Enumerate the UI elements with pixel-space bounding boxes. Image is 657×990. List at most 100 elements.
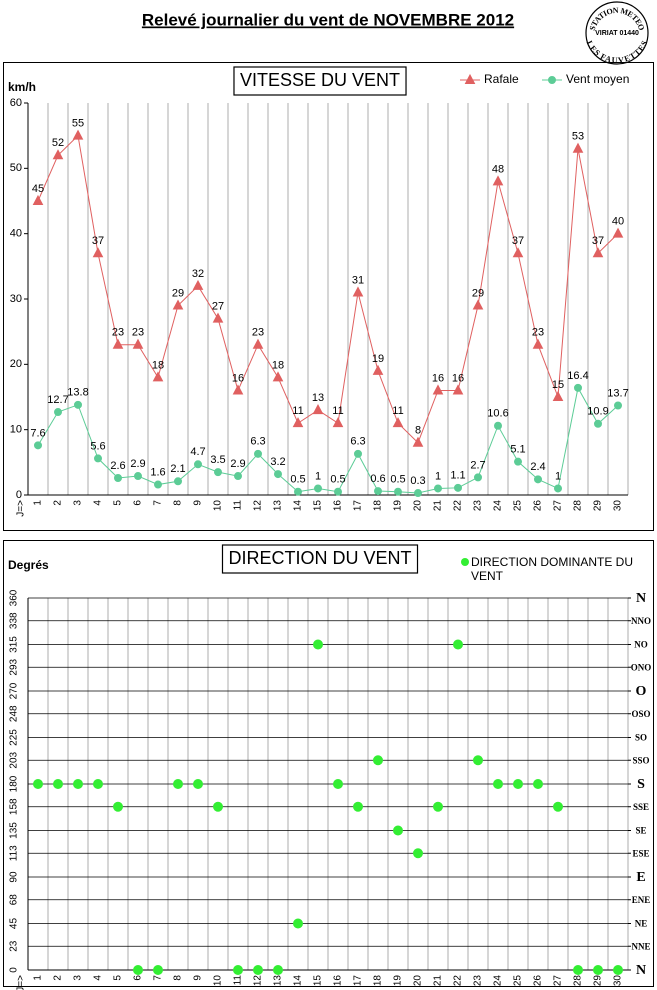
data-point: [73, 779, 83, 789]
y-tick-label: 293: [9, 658, 20, 675]
x-tick-label: 20: [413, 975, 424, 987]
x-axis-label: J=>: [16, 500, 27, 517]
x-tick-label: 24: [493, 975, 504, 987]
x-tick-label: 12: [253, 500, 264, 512]
data-point: [232, 384, 244, 395]
data-point: [574, 383, 582, 392]
data-point: [313, 639, 323, 650]
value-label: 2.1: [170, 463, 185, 475]
data-point: [572, 142, 584, 153]
value-label: 7.6: [30, 427, 45, 439]
y2-tick-label: ONO: [631, 662, 652, 672]
data-point: [553, 801, 563, 812]
value-label: 1.6: [150, 466, 165, 478]
stamp-border: [585, 1, 649, 65]
x-tick-label: 11: [233, 500, 244, 511]
y-tick-label: 113: [9, 845, 20, 861]
x-tick-label: 1: [33, 500, 44, 506]
data-point: [133, 965, 143, 975]
value-label: 40: [612, 216, 624, 228]
value-label: 10.6: [487, 408, 508, 420]
data-point: [154, 480, 162, 489]
x-tick-label: 6: [133, 500, 144, 506]
value-label: 23: [252, 327, 264, 339]
x-tick-label: 26: [533, 975, 544, 987]
value-label: 16: [452, 372, 464, 384]
y2-tick-label: ESE: [632, 848, 649, 858]
y-tick-label: 270: [9, 682, 20, 699]
y-tick-label: 20: [10, 358, 22, 370]
x-tick-label: 30: [613, 500, 624, 512]
value-label: 11: [392, 405, 403, 417]
x-tick-label: 18: [373, 975, 384, 987]
data-point: [474, 473, 482, 482]
y-tick-label: 23: [9, 940, 20, 952]
y-tick-label: 0: [16, 489, 22, 501]
y-tick-label: 45: [9, 918, 20, 930]
value-label: 2.7: [470, 459, 485, 471]
x-tick-label: 24: [493, 500, 504, 512]
data-point: [464, 73, 476, 84]
value-label: 11: [332, 405, 343, 417]
chart-title: VITESSE DU VENT: [240, 70, 400, 90]
data-point: [433, 801, 443, 812]
x-tick-label: 23: [473, 975, 484, 987]
data-point: [252, 338, 264, 349]
data-point: [532, 338, 544, 349]
data-point: [272, 371, 284, 382]
data-point: [254, 449, 262, 458]
value-label: 13.7: [607, 387, 628, 399]
y2-tick-label: NNE: [631, 941, 650, 951]
data-point: [112, 338, 124, 349]
data-point: [514, 457, 522, 466]
data-point: [492, 175, 504, 186]
x-tick-label: 5: [113, 975, 124, 981]
legend-label: DIRECTION DOMINANTE DU VENT: [471, 555, 633, 583]
data-point: [54, 408, 62, 417]
data-point: [413, 848, 423, 859]
value-label: 16: [432, 372, 444, 384]
stamp-bottom-text: LES FAUVETTES: [585, 39, 649, 65]
data-point: [214, 468, 222, 477]
value-label: 1: [315, 470, 321, 482]
data-point: [253, 965, 263, 975]
value-label: 29: [472, 287, 484, 299]
y2-tick-label: SO: [635, 733, 647, 743]
x-tick-label: 23: [473, 500, 484, 512]
data-point: [92, 247, 104, 258]
data-point: [392, 417, 404, 428]
page-title: Relevé journalier du vent de NOVEMBRE 20…: [142, 10, 514, 29]
data-point: [53, 779, 63, 789]
value-label: 48: [492, 163, 504, 175]
data-point: [334, 487, 342, 496]
legend-label: Vent moyen: [566, 72, 629, 86]
x-tick-label: 15: [313, 975, 324, 987]
y2-tick-label: NNO: [631, 616, 651, 626]
value-label: 2.6: [110, 460, 125, 472]
x-tick-label: 16: [333, 500, 344, 512]
y-tick-label: 338: [9, 612, 20, 629]
value-label: 16: [232, 372, 244, 384]
data-point: [332, 417, 344, 428]
x-tick-label: 21: [433, 975, 444, 987]
value-label: 52: [52, 137, 64, 149]
value-label: 11: [292, 405, 303, 417]
data-point: [354, 449, 362, 458]
value-label: 0.6: [370, 473, 385, 485]
data-point: [312, 403, 324, 415]
y-tick-label: 180: [9, 775, 20, 792]
y2-tick-label: N: [636, 591, 646, 606]
data-point: [294, 487, 302, 496]
chart-title: DIRECTION DU VENT: [228, 548, 411, 568]
data-point: [494, 421, 502, 430]
y-tick-label: 158: [9, 798, 20, 815]
value-label: 3.5: [210, 454, 225, 466]
data-point: [193, 779, 203, 789]
y2-tick-label: NE: [635, 919, 648, 929]
value-label: 5.6: [90, 440, 105, 452]
y-tick-label: 0: [9, 967, 20, 973]
x-tick-label: 19: [393, 975, 404, 987]
data-point: [373, 755, 383, 766]
legend-marker: [461, 558, 469, 566]
